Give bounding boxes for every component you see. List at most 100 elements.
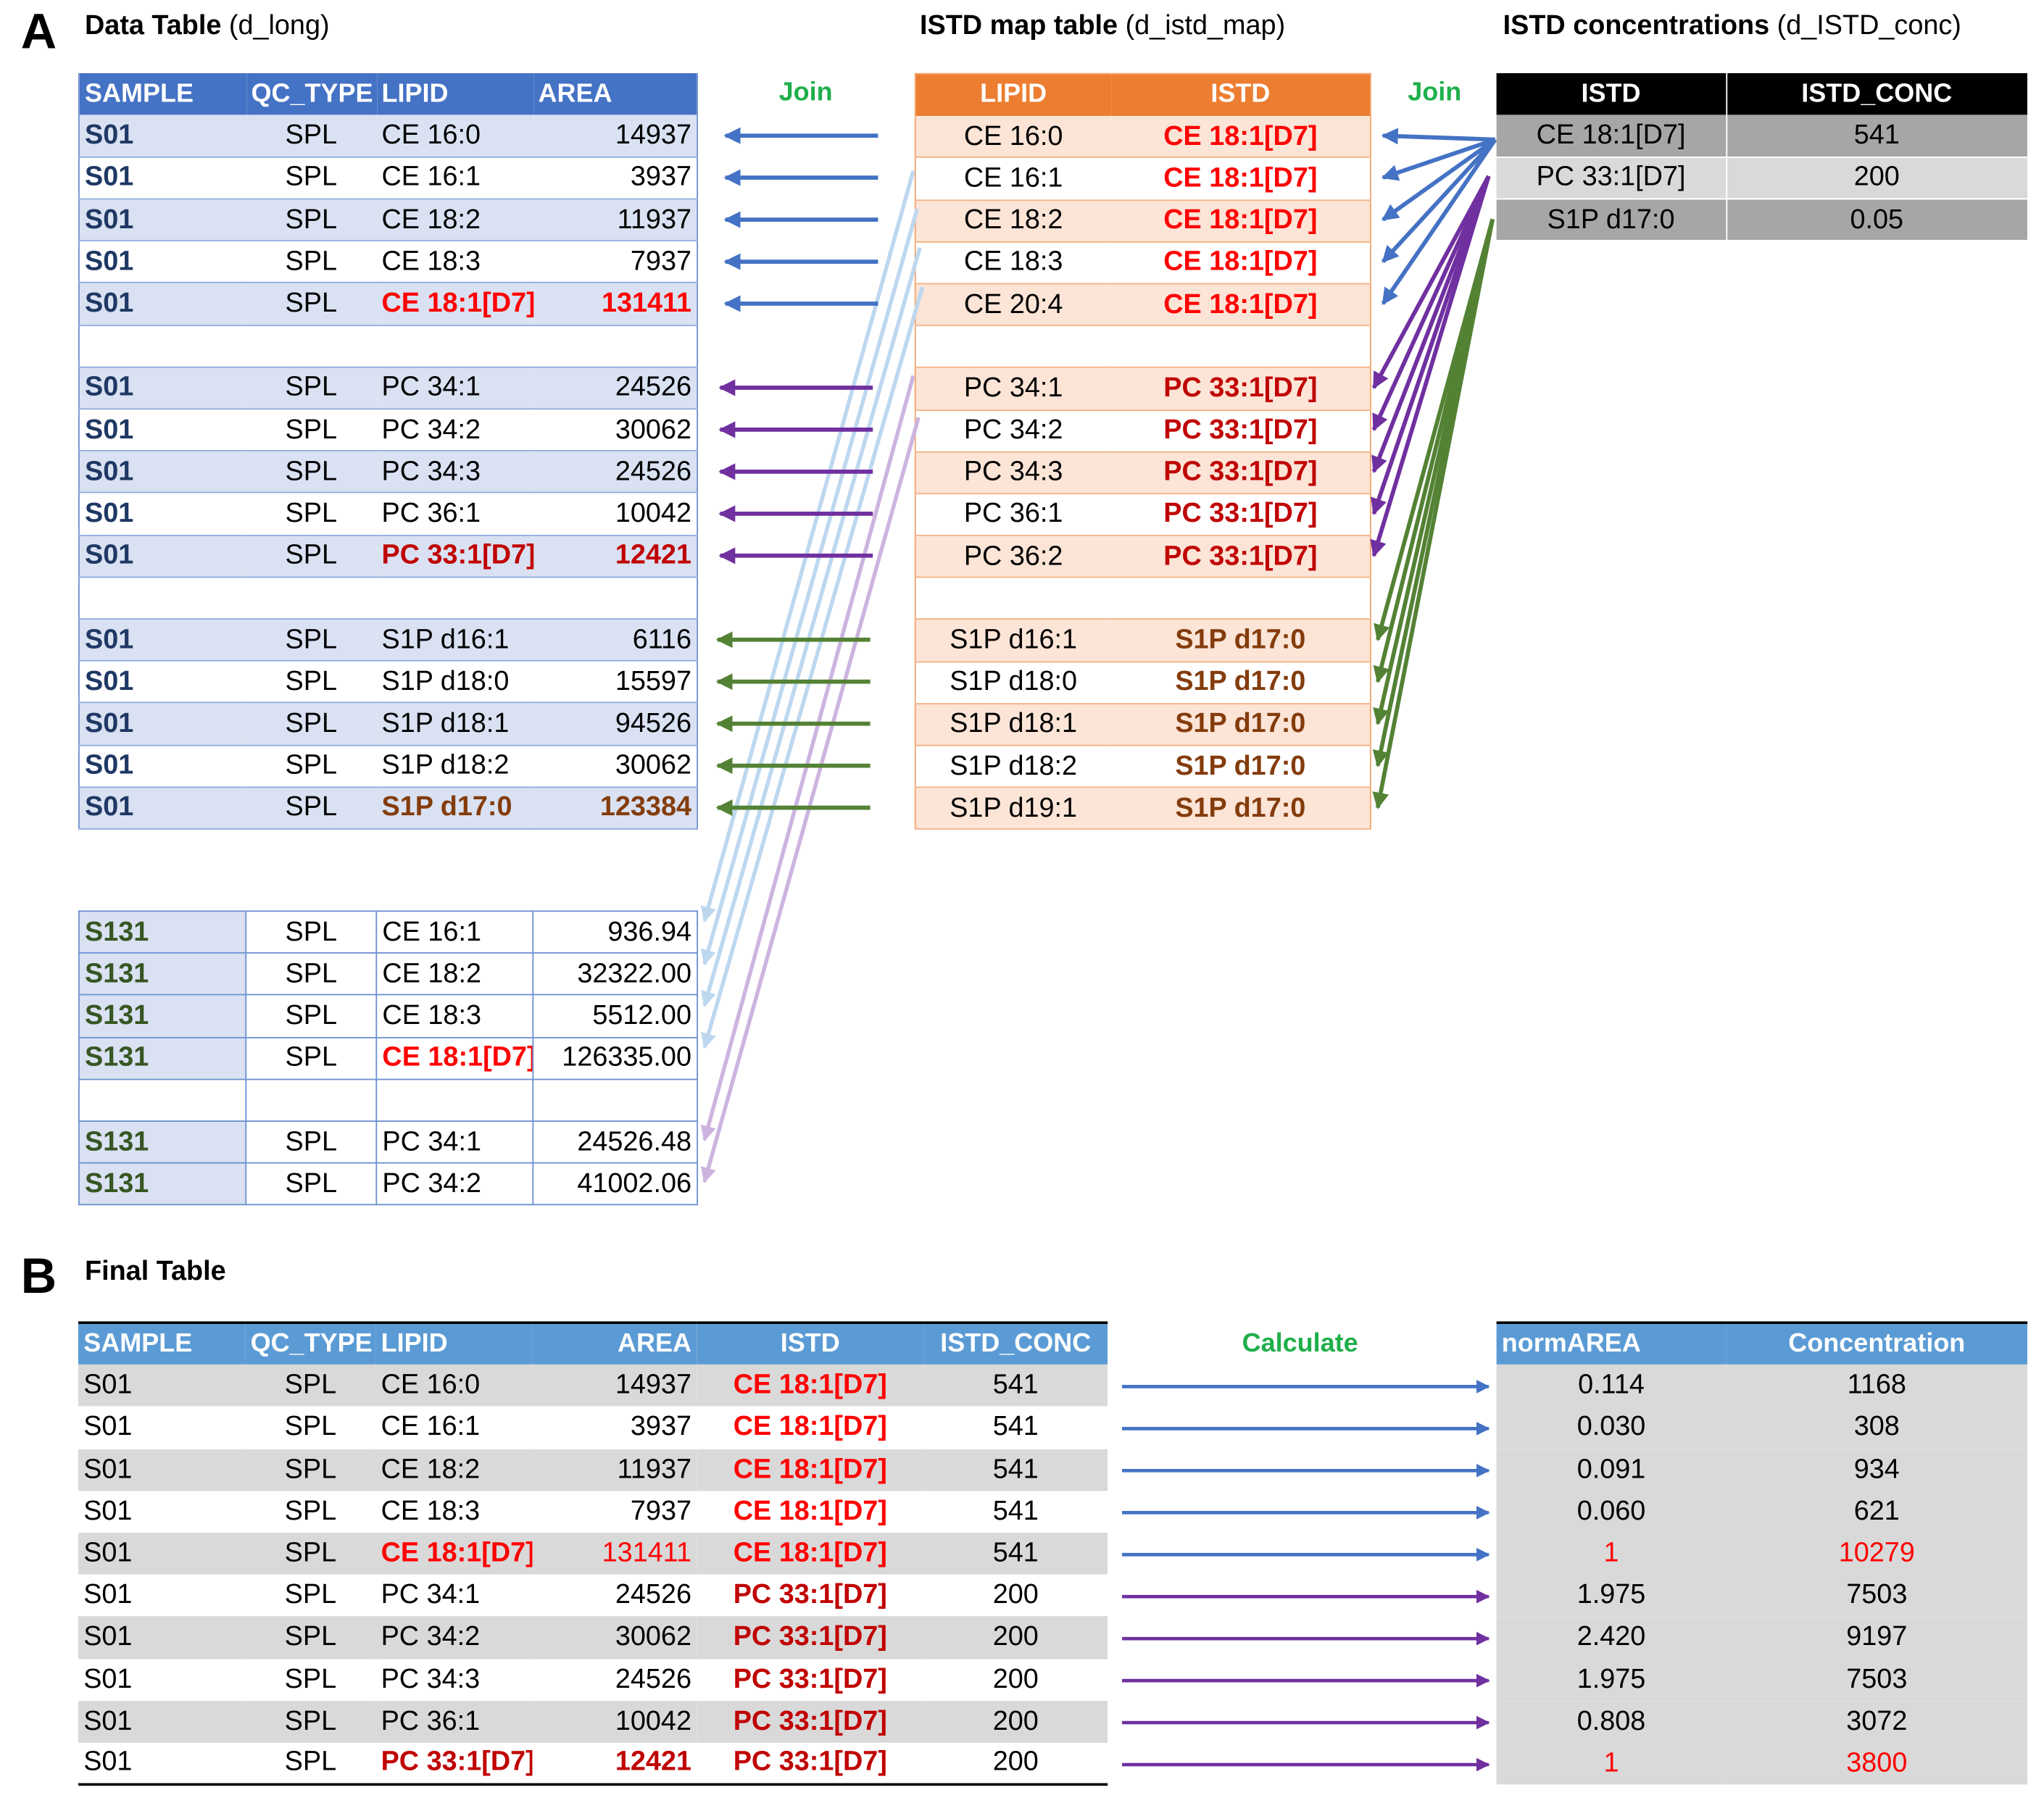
table-row: S01 SPL S1P d16:1 6116 [78, 618, 698, 662]
data-table-continued: S131 SPL CE 16:1 936.94 S131 SPL CE 18:2 32322.… [78, 910, 698, 1206]
col-header-istd: ISTD [1110, 73, 1371, 116]
cross-arrow-light-blue [700, 247, 922, 1007]
table-row: 0.808 3072 [1496, 1700, 2028, 1743]
area-cell: 5512.00 [532, 994, 698, 1038]
concentration-cell: 621 [1726, 1490, 2028, 1533]
conc-table-title: ISTD concentrations (d_ISTD_conc) [1503, 10, 1961, 41]
lipid-cell: S1P d18:0 [915, 661, 1111, 704]
lipid-cell: PC 34:1 [376, 367, 533, 410]
col-header-lipid: LIPID [375, 1323, 533, 1365]
lipid-cell: CE 16:0 [915, 115, 1111, 159]
sample-cell: S01 [78, 451, 246, 494]
sample-cell: S131 [78, 994, 247, 1038]
qc-type-cell: SPL [245, 1449, 376, 1491]
istd-conc-cell: 541 [923, 1365, 1108, 1407]
data-table-title-rest: (d_long) [221, 10, 330, 41]
sample-cell: S01 [78, 409, 246, 452]
table-row: 1 10279 [1496, 1532, 2028, 1575]
table-row: S01 SPL PC 34:2 30062 [78, 409, 698, 452]
sample-cell: S01 [78, 1407, 246, 1449]
sample-cell: S01 [78, 1532, 246, 1575]
col-header-area: AREA [533, 72, 698, 115]
conc-table-title-rest: (d_ISTD_conc) [1769, 10, 1961, 41]
istd-conc-table: ISTD ISTD_CONC CE 18:1[D7] 541 PC 33:1[D7]… [1496, 72, 2029, 242]
panel-a-letter: A [20, 5, 57, 60]
table-row: S1P d17:0 0.05 [1496, 199, 2029, 242]
norm-area-cell: 2.420 [1496, 1616, 1727, 1659]
istd-cell: PC 33:1[D7] [697, 1616, 924, 1659]
lipid-cell: PC 34:1 [915, 367, 1111, 411]
area-cell: 24526 [532, 1574, 697, 1617]
col-header-istd: ISTD [1496, 72, 1727, 115]
istd-cell: PC 33:1[D7] [697, 1574, 924, 1617]
table-row: PC 34:1 PC 33:1[D7] [915, 367, 1371, 411]
sample-cell: S01 [78, 241, 246, 284]
lipid-cell: CE 16:1 [375, 1407, 533, 1449]
istd-cell: S1P d17:0 [1110, 703, 1371, 746]
table-row: 0.030 308 [1496, 1407, 2028, 1449]
istd-cell: PC 33:1[D7] [1110, 494, 1371, 536]
qc-type-cell: SPL [246, 702, 377, 746]
area-cell: 41002.06 [532, 1162, 698, 1206]
area-cell: 12421 [533, 535, 698, 578]
sample-cell: S01 [78, 744, 246, 788]
join-label-1: Join [778, 78, 833, 107]
istd-map-table: LIPID ISTD CE 16:0 CE 18:1[D7] CE 16:1 CE 1… [914, 72, 1371, 830]
join-arrow-purple [1371, 175, 1491, 474]
table-row: S1P d18:0 S1P d17:0 [915, 661, 1371, 704]
istd-conc-cell: 541 [923, 1449, 1108, 1491]
lipid-cell: PC 34:2 [376, 409, 533, 452]
istd-cell: CE 18:1[D7] [1110, 199, 1371, 243]
istd-conc-cell: 541 [923, 1532, 1108, 1575]
concentration-cell: 7503 [1726, 1658, 2028, 1701]
area-cell: 12421 [532, 1742, 697, 1785]
sample-cell: S131 [78, 910, 247, 954]
area-cell: 14937 [533, 114, 698, 158]
table-row: S01 SPL PC 36:1 10042 PC 33:1[D7] 200 [78, 1700, 1108, 1743]
lipid-cell: PC 36:1 [376, 493, 533, 536]
istd-cell: PC 33:1[D7] [1110, 451, 1371, 494]
lipid-cell: CE 16:0 [376, 114, 533, 158]
table-row: S01 SPL S1P d18:0 15597 [78, 660, 698, 704]
qc-type-cell: SPL [245, 1036, 378, 1080]
table-row: CE 20:4 CE 18:1[D7] [915, 283, 1371, 327]
table-row: CE 16:0 CE 18:1[D7] [915, 115, 1371, 159]
table-row: S01 SPL S1P d18:1 94526 [78, 702, 698, 746]
panel-b-letter: B [20, 1249, 57, 1304]
norm-area-cell: 1.975 [1496, 1658, 1727, 1701]
join-arrow-blue [1381, 128, 1495, 145]
area-cell: 7937 [533, 241, 698, 284]
lipid-cell: CE 16:0 [375, 1365, 533, 1407]
table-row: S01 SPL PC 34:2 30062 PC 33:1[D7] 200 [78, 1616, 1108, 1659]
qc-type-cell: SPL [246, 114, 377, 158]
map-table-title-rest: (d_istd_map) [1118, 10, 1286, 41]
istd-cell: CE 18:1[D7] [697, 1407, 924, 1449]
table-row: S01 SPL CE 18:3 7937 CE 18:1[D7] 541 [78, 1490, 1108, 1533]
qc-type-cell: SPL [245, 1616, 376, 1659]
istd-cell: PC 33:1[D7] [697, 1742, 924, 1785]
lipid-cell: PC 36:1 [915, 494, 1111, 536]
cross-arrow-light-blue [700, 208, 919, 966]
sample-cell: S01 [78, 283, 246, 326]
sample-cell [78, 1078, 247, 1122]
area-cell: 6116 [533, 618, 698, 662]
sample-cell: S01 [78, 1574, 246, 1617]
istd-conc-cell: 200 [923, 1658, 1108, 1701]
lipid-cell [915, 577, 1111, 620]
norm-area-cell: 0.114 [1496, 1365, 1727, 1407]
table-row: S1P d18:2 S1P d17:0 [915, 745, 1371, 788]
table-row: 1 3800 [1496, 1742, 2028, 1785]
lipid-cell: PC 34:3 [375, 1658, 533, 1701]
sample-cell: S01 [78, 199, 246, 242]
sample-cell: S01 [78, 1742, 246, 1785]
lipid-cell [915, 325, 1111, 369]
lipid-cell: CE 18:3 [376, 241, 533, 284]
table-row: 0.114 1168 [1496, 1365, 2028, 1407]
col-header-sample: SAMPLE [78, 72, 246, 115]
table-row: 2.420 9197 [1496, 1616, 2028, 1659]
lipid-cell: CE 18:3 [375, 994, 534, 1038]
concentration-cell: 7503 [1726, 1574, 2028, 1617]
join-arrow-purple [1370, 175, 1491, 558]
